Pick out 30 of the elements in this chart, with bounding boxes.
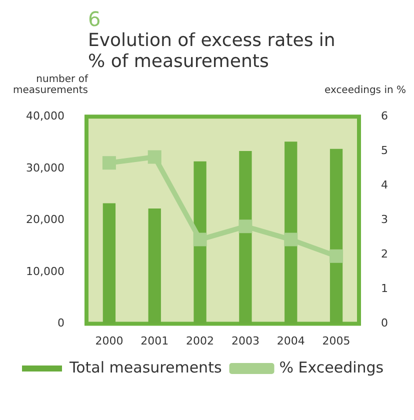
point: [284, 232, 298, 246]
y-tick-label: 0: [57, 316, 64, 330]
y2-tick-label: 2: [381, 248, 388, 261]
y2-tick-label: 6: [381, 109, 388, 122]
chart-title: 6: [88, 7, 102, 31]
point: [238, 220, 252, 234]
y-tick-label: 30,000: [26, 161, 64, 174]
x-tick-label: 2001: [140, 334, 169, 348]
legend-label: % Exceedings: [279, 358, 384, 376]
point: [148, 150, 162, 164]
x-tick-label: 2002: [186, 334, 214, 348]
y2-tick-label: 3: [381, 213, 388, 226]
y2-tick-label: 5: [381, 144, 388, 157]
y2-axis-title: exceedings in %: [324, 85, 406, 96]
point: [102, 156, 116, 170]
y-tick-label: 40,000: [26, 109, 64, 122]
y-tick-label: 10,000: [26, 264, 64, 278]
y-tick-label: 20,000: [26, 213, 64, 226]
y2-tick-label: 4: [381, 178, 388, 192]
x-tick-label: 2000: [95, 334, 124, 348]
point: [330, 249, 344, 263]
legend-label: Total measurements: [68, 358, 222, 376]
y2-tick-label: 0: [381, 316, 388, 330]
x-tick-label: 2005: [322, 334, 350, 348]
x-tick-label: 2003: [231, 334, 260, 348]
y2-tick-label: 1: [381, 282, 388, 296]
point: [193, 232, 207, 246]
y-axis-title: number of measurements: [12, 74, 88, 96]
chart-subtitle: Evolution of excess rates in % of measurements: [88, 30, 336, 72]
x-tick-label: 2004: [276, 334, 305, 348]
